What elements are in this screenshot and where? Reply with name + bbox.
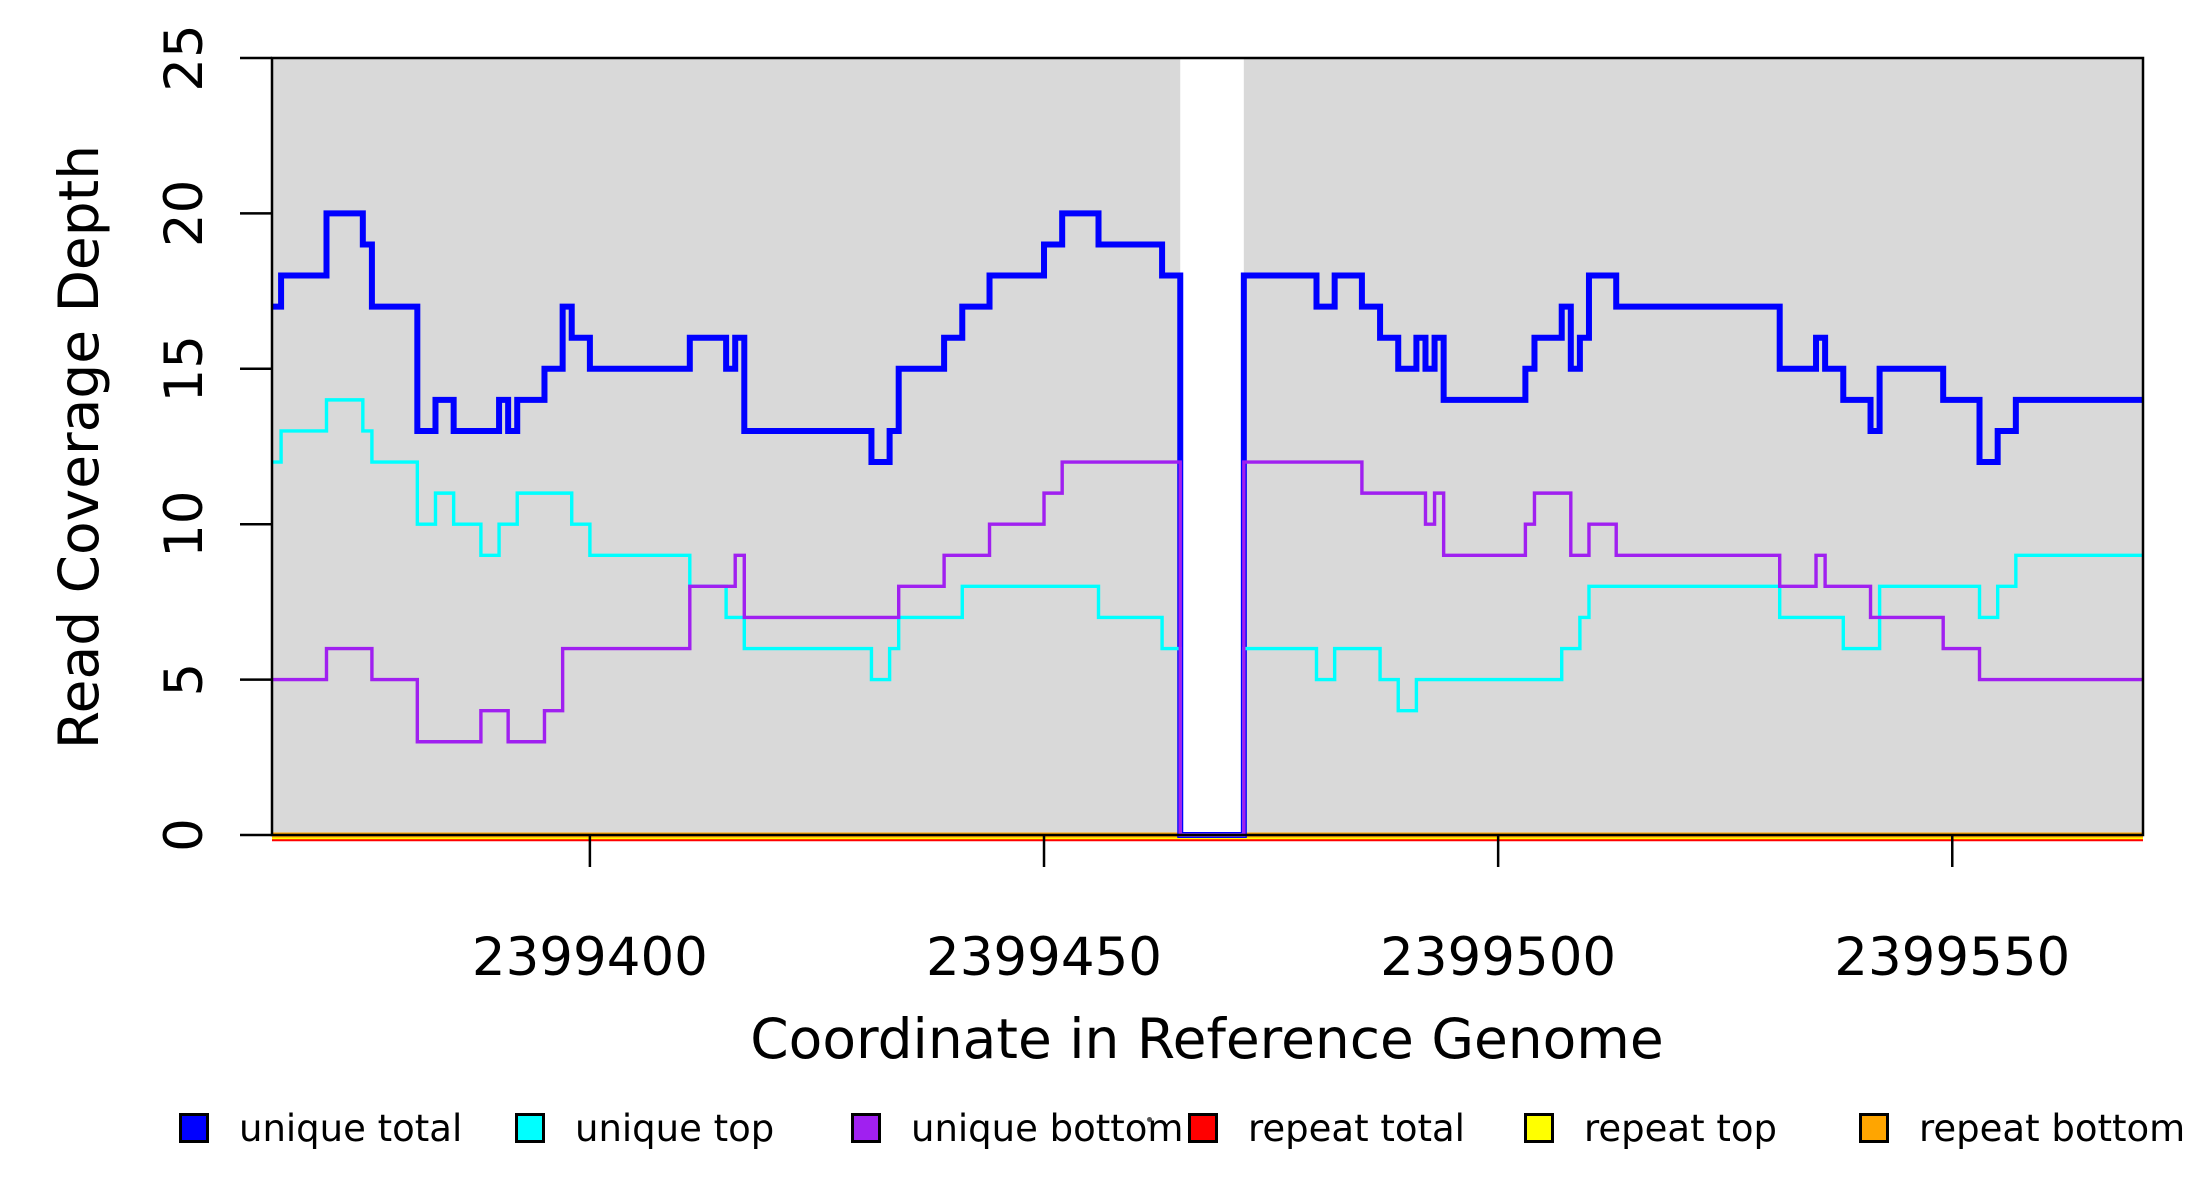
- series-line-unique-total: [272, 210, 2143, 838]
- legend-swatch-repeat-top: [1524, 1113, 1554, 1143]
- y-axis-tick-label: 5: [154, 663, 215, 697]
- legend-item-repeat-top: repeat top: [1524, 1106, 1777, 1150]
- legend-label: unique bottom: [911, 1106, 1184, 1150]
- legend-swatch-repeat-total: [1188, 1113, 1218, 1143]
- legend-label: unique top: [575, 1106, 775, 1150]
- legend-label: repeat total: [1248, 1106, 1465, 1150]
- stray-dot-artifact: [1147, 1117, 1152, 1122]
- legend-label: unique total: [239, 1106, 463, 1150]
- legend-swatch-unique-total: [179, 1113, 209, 1143]
- x-axis-tick-label: 2399550: [1834, 927, 2070, 988]
- y-axis-tick-label: 15: [154, 335, 215, 402]
- x-axis-title: Coordinate in Reference Genome: [750, 1007, 1663, 1071]
- y-axis-title: Read Coverage Depth: [47, 145, 111, 749]
- legend-item-unique-top: unique top: [515, 1106, 774, 1150]
- legend-swatch-unique-bottom: [851, 1113, 881, 1143]
- x-axis-tick-label: 2399400: [472, 927, 708, 988]
- series-line-unique-top: [272, 398, 2143, 837]
- shaded-region: [272, 58, 1181, 835]
- y-axis-tick-label: 10: [154, 490, 215, 557]
- shaded-region: [1243, 58, 2143, 835]
- shaded-regions-layer: [272, 58, 2143, 835]
- legend-label: repeat top: [1584, 1106, 1777, 1150]
- axis-ticks-layer: 2399400 2399450 2399500 2399550 0 5 10 15 20 25: [154, 24, 2070, 988]
- legend-swatch-unique-top: [515, 1113, 545, 1143]
- legend-label: repeat bottom: [1919, 1106, 2186, 1150]
- legend-item-repeat-bottom: repeat bottom: [1859, 1106, 2185, 1150]
- y-axis-tick-label: 25: [154, 24, 215, 91]
- legend-item-unique-total: unique total: [179, 1106, 462, 1150]
- plot-frame: [270, 56, 2145, 837]
- y-axis-tick-label: 20: [154, 180, 215, 247]
- legend-item-unique-bottom: unique bottom: [851, 1106, 1183, 1150]
- y-axis-tick-label: 0: [154, 818, 215, 852]
- x-axis-tick-label: 2399500: [1380, 927, 1616, 988]
- legend-item-repeat-total: repeat total: [1188, 1106, 1465, 1150]
- plot-frame-layer: [270, 56, 2145, 837]
- legend-swatch-repeat-bottom: [1859, 1113, 1889, 1143]
- x-axis-tick-label: 2399450: [926, 927, 1162, 988]
